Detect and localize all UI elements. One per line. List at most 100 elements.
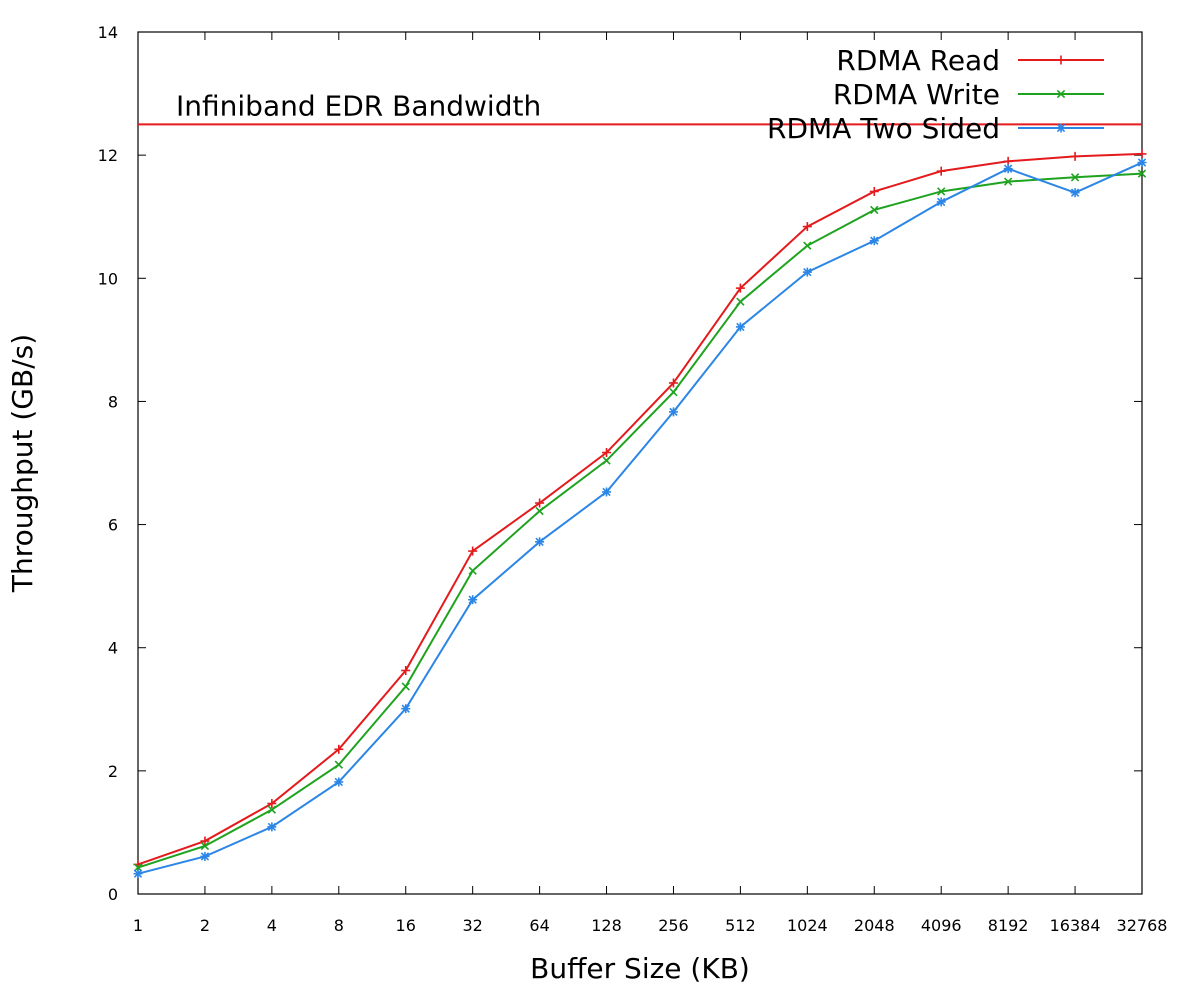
x-tick-label: 1024 [787, 916, 828, 935]
data-point [401, 682, 410, 691]
point-marker [535, 506, 544, 516]
x-tick-label: 32 [462, 916, 482, 935]
y-tick-label: 14 [98, 23, 118, 42]
data-point [1070, 151, 1080, 161]
data-point [401, 665, 411, 675]
point-marker [1137, 169, 1147, 178]
data-point [1137, 169, 1147, 178]
data-point [133, 863, 143, 872]
data-point [535, 506, 544, 516]
series-line [137, 172, 1143, 869]
point-marker [401, 704, 410, 713]
x-tick-label: 4 [267, 916, 277, 935]
legend-marker [1056, 89, 1066, 99]
point-marker [468, 566, 477, 575]
series-rdma-two-sided [133, 158, 1147, 879]
x-tick-label: 8192 [988, 916, 1029, 935]
legend-item: RDMA Write [833, 78, 1104, 111]
ticks-layer: 1 2 4 8 16 32 64 128 256 512 1024 2048 4096 8192 16384… [98, 23, 1168, 935]
series-rdma-read [133, 149, 1147, 869]
x-tick-label: 16 [396, 916, 416, 935]
legend-item: RDMA Read [836, 44, 1104, 77]
data-point [735, 322, 745, 332]
point-marker [535, 537, 544, 546]
data-point [735, 283, 745, 293]
data-point [602, 456, 611, 465]
point-marker [870, 205, 879, 215]
data-point [401, 704, 411, 714]
point-marker [669, 407, 678, 417]
data-point [267, 822, 277, 832]
x-tick-label: 64 [529, 916, 549, 935]
data-point [468, 566, 477, 575]
point-marker [133, 869, 143, 878]
data-point [200, 841, 210, 851]
data-point [668, 378, 678, 388]
point-marker [937, 187, 946, 196]
point-marker [267, 822, 277, 832]
data-point [1137, 158, 1147, 168]
data-point [936, 166, 946, 176]
point-marker [200, 841, 210, 851]
data-point [1003, 164, 1013, 174]
point-marker [200, 852, 210, 861]
data-point [1003, 177, 1013, 186]
data-point [668, 407, 678, 417]
point-marker [669, 388, 678, 397]
x-tick-label: 256 [658, 916, 689, 935]
series-rdma-write [133, 169, 1147, 872]
data-point [535, 537, 545, 547]
y-tick-label: 8 [108, 392, 118, 411]
point-marker [1056, 89, 1066, 99]
x-tick-label: 128 [591, 916, 622, 935]
data-point [869, 236, 879, 246]
data-point [602, 487, 612, 497]
point-marker [736, 322, 745, 332]
legend-marker [1056, 55, 1066, 65]
point-marker [401, 682, 410, 691]
point-marker [334, 760, 343, 769]
data-point [1070, 188, 1080, 198]
series-layer [133, 149, 1147, 879]
x-tick-label: 32768 [1117, 916, 1168, 935]
data-point [669, 388, 678, 397]
point-marker [267, 805, 277, 814]
point-marker [937, 197, 946, 207]
data-point [802, 222, 812, 232]
point-marker [736, 297, 745, 306]
series-line [137, 161, 1143, 875]
x-tick-label: 2 [200, 916, 210, 935]
edr-bandwidth-label: Infiniband EDR Bandwidth [176, 89, 541, 122]
x-tick-label: 4096 [921, 916, 962, 935]
data-point [1070, 173, 1080, 182]
data-point [267, 798, 277, 808]
data-point [133, 869, 143, 879]
y-axis-title: Throughput (GB/s) [6, 334, 39, 593]
data-point [334, 760, 343, 769]
y-tick-label: 0 [108, 885, 118, 904]
data-point [468, 546, 478, 556]
data-point [870, 205, 879, 215]
legend-marker [1056, 123, 1066, 133]
y-tick-label: 12 [98, 146, 118, 165]
point-marker [1070, 188, 1080, 197]
point-marker [602, 487, 611, 497]
series-line [137, 152, 1143, 866]
reference-line-layer: Infiniband EDR Bandwidth [138, 89, 1142, 126]
x-tick-label: 1 [133, 916, 143, 935]
legend-label: RDMA Two Sided [767, 112, 1000, 145]
point-marker [468, 595, 477, 604]
data-point [200, 836, 210, 846]
data-point [535, 498, 545, 508]
point-marker [803, 267, 812, 277]
data-point [736, 297, 745, 306]
x-tick-label: 16384 [1050, 916, 1101, 935]
data-point [1137, 149, 1147, 159]
data-point [334, 777, 344, 787]
y-tick-label: 2 [108, 762, 118, 781]
x-tick-label: 8 [334, 916, 344, 935]
point-marker [1070, 173, 1080, 182]
point-marker [1056, 123, 1066, 133]
